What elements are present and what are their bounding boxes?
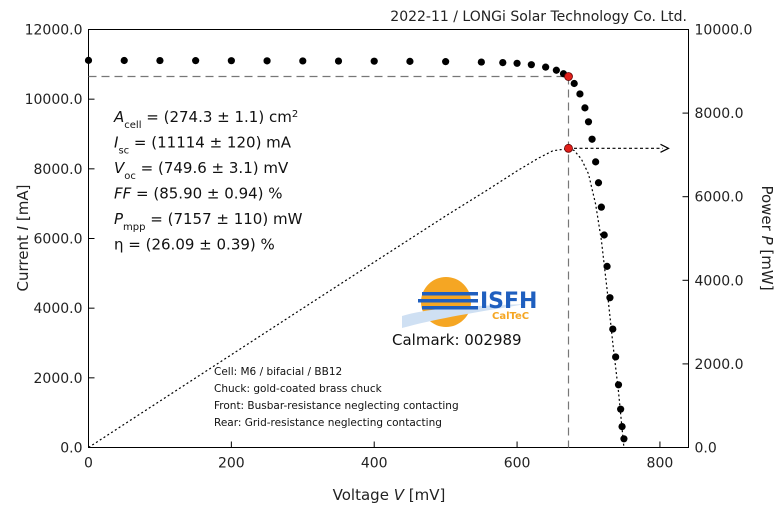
y-tick-label: 4000.0 (34, 301, 83, 317)
iv-data-point (120, 56, 128, 65)
iv-data-point (620, 435, 628, 443)
note-line: Rear: Grid-resistance neglecting contact… (214, 417, 442, 429)
y2-tick-label: 8000.0 (695, 106, 744, 122)
param-line: FF = (85.90 ± 0.94) % (114, 185, 283, 203)
logo-bar-icon (422, 306, 478, 310)
iv-data-point (612, 353, 620, 361)
y-tick-label: 10000.0 (25, 92, 83, 108)
param-line: Pmpp = (7157 ± 110) mW (114, 210, 303, 233)
x-axis-ticks: 0 200 400 600 800 (84, 441, 674, 472)
iv-data-point (614, 381, 623, 389)
mpp-guides (88, 75, 670, 448)
isfh-logo: ISFH CalTeC (402, 277, 537, 328)
iv-data-point (477, 58, 485, 66)
x-axis-title: Voltage V [mV] (333, 486, 446, 504)
cell-parameters: Acell = (274.3 ± 1.1) cm2 Isc = (11114 ± … (113, 108, 303, 254)
y2-tick-label: 2000.0 (695, 357, 744, 373)
iv-data-point (263, 57, 271, 65)
iv-data-point (584, 118, 593, 126)
mpp-power-marker (564, 143, 573, 153)
param-line: Voc = (749.6 ± 3.1) mV (114, 159, 289, 182)
power-curve (88, 147, 625, 449)
iv-data-point (442, 58, 450, 66)
x-tick-label: 400 (361, 456, 388, 472)
y-tick-label: 0.0 (60, 441, 82, 457)
iv-data-point (542, 63, 550, 71)
y2-tick-label: 6000.0 (695, 190, 744, 206)
param-line: Isc = (11114 ± 120) mA (114, 134, 292, 157)
iv-data-point (299, 57, 307, 65)
iv-data-point (581, 104, 589, 112)
y-axis-ticks: 0.0 2000.0 4000.0 6000.0 8000.0 10000.0 12000.… (25, 23, 95, 457)
note-line: Cell: M6 / bifacial / BB12 (214, 366, 342, 378)
logo-bar-icon (422, 292, 478, 296)
logo-subtitle: CalTeC (492, 311, 529, 322)
note-line: Chuck: gold-coated brass chuck (214, 383, 383, 395)
iv-data-point (227, 57, 235, 65)
iv-data-point (406, 57, 414, 65)
iv-data-point (597, 203, 605, 211)
iv-data-point (192, 57, 200, 65)
y2-tick-label: 4000.0 (695, 273, 744, 289)
y-tick-label: 12000.0 (25, 23, 83, 39)
y-tick-label: 8000.0 (34, 162, 83, 178)
iv-data-point (588, 135, 596, 143)
iv-data-point (600, 231, 608, 239)
iv-data-point (84, 56, 93, 64)
mpp-current-marker (564, 72, 573, 81)
iv-data-point (527, 61, 535, 69)
iv-data-point (592, 158, 600, 166)
y-tick-label: 6000.0 (34, 232, 83, 248)
iv-data-point (617, 405, 625, 413)
iv-data-point (499, 58, 507, 67)
note-line: Front: Busbar-resistance neglecting cont… (214, 400, 459, 412)
iv-data-point (603, 262, 611, 270)
y-axis-title: Current I [mA] (14, 185, 32, 292)
x-tick-label: 600 (504, 456, 531, 472)
iv-data-point (609, 325, 617, 333)
logo-bar-icon (418, 299, 478, 303)
iv-data-point (576, 90, 584, 98)
iv-data-point (370, 57, 378, 65)
iv-curve-points (84, 56, 628, 443)
y2-tick-label: 0.0 (695, 441, 717, 457)
y2-axis-title: Power P [mW] (758, 185, 776, 290)
iv-data-point (513, 59, 521, 67)
chart-header: 2022-11 / LONGi Solar Technology Co. Ltd… (390, 9, 687, 25)
mpp-markers (564, 72, 573, 153)
iv-data-point (618, 423, 626, 431)
calmark: Calmark: 002989 (392, 331, 522, 349)
iv-data-point (606, 294, 614, 302)
arrow-head-icon (660, 143, 670, 153)
x-tick-label: 0 (84, 456, 93, 472)
y-tick-label: 2000.0 (34, 371, 83, 387)
y2-axis-ticks: 0.0 2000.0 4000.0 6000.0 8000.0 10000.0 (682, 23, 753, 457)
y2-tick-label: 10000.0 (695, 23, 753, 39)
param-line: Acell = (274.3 ± 1.1) cm2 (113, 108, 298, 131)
param-line: η = (26.09 ± 0.39) % (114, 236, 275, 254)
iv-data-point (570, 79, 578, 88)
iv-data-point (156, 56, 164, 65)
measurement-notes: Cell: M6 / bifacial / BB12 Chuck: gold-co… (214, 366, 459, 429)
iv-data-point (334, 57, 343, 65)
iv-data-point (552, 66, 560, 74)
iv-data-point (594, 179, 603, 187)
x-tick-label: 800 (647, 456, 674, 472)
logo-title: ISFH (480, 289, 537, 314)
x-tick-label: 200 (218, 456, 245, 472)
logo-swoosh-icon (402, 304, 526, 328)
